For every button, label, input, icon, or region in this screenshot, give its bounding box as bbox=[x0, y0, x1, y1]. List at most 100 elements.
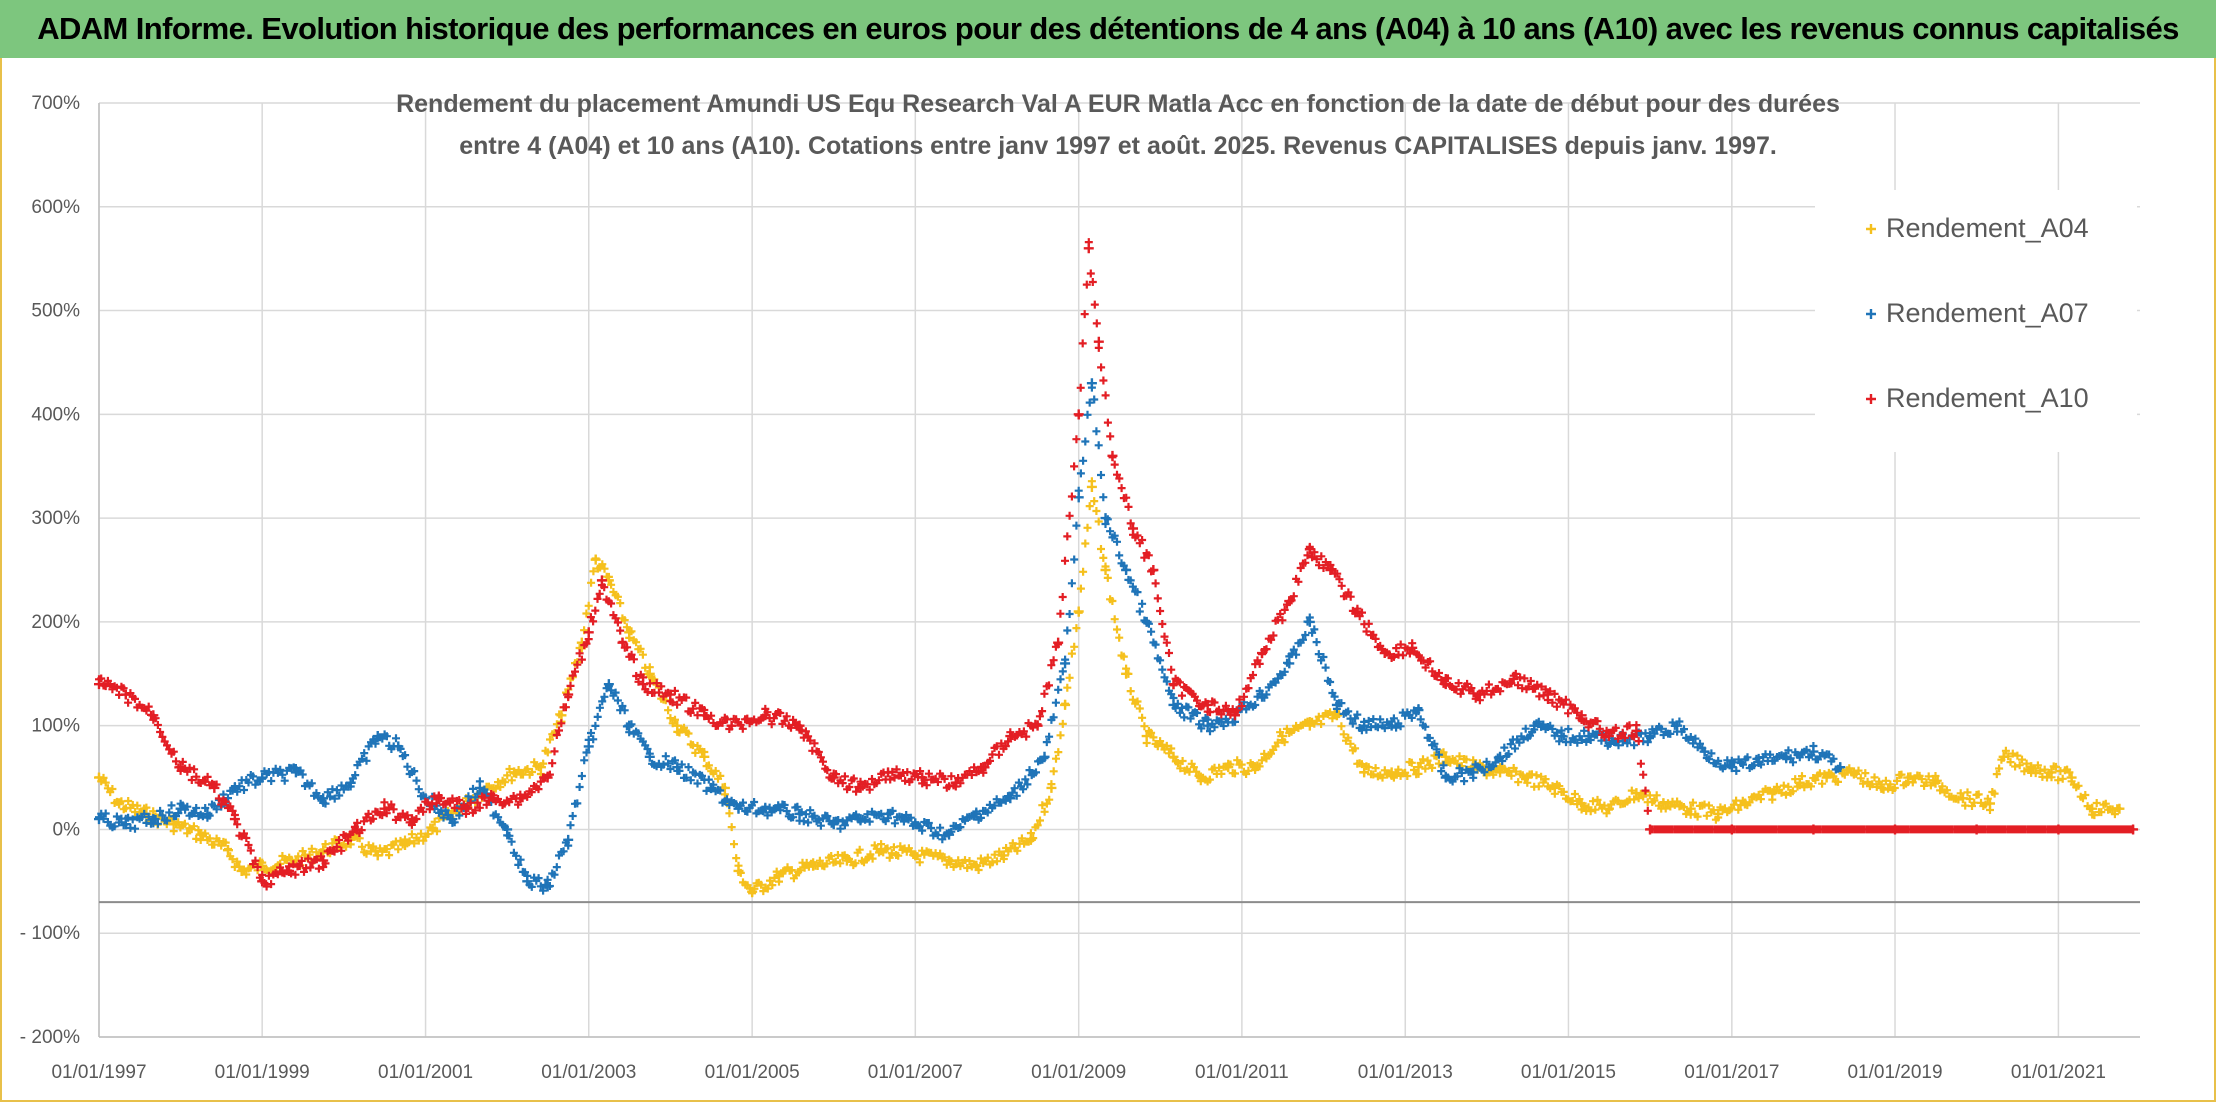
data-point bbox=[719, 782, 730, 793]
data-point bbox=[1753, 756, 1764, 767]
chart-title-line: entre 4 (A04) et 10 ans (A10). Cotations… bbox=[459, 132, 1777, 160]
x-tick-label: 01/01/2007 bbox=[868, 1062, 963, 1083]
data-point bbox=[257, 772, 268, 783]
data-point bbox=[1202, 720, 1213, 731]
data-point bbox=[94, 679, 104, 690]
series-Rendement_A10 bbox=[94, 238, 2139, 891]
data-point bbox=[1699, 746, 1710, 757]
data-point bbox=[1202, 699, 1213, 710]
data-point bbox=[556, 710, 567, 721]
data-point bbox=[1359, 767, 1370, 778]
data-point bbox=[1556, 731, 1567, 742]
data-point bbox=[515, 793, 526, 804]
data-point bbox=[1359, 720, 1370, 731]
data-point bbox=[1603, 731, 1614, 742]
data-point bbox=[1060, 699, 1071, 710]
data-point bbox=[1890, 824, 1901, 835]
data-point bbox=[1522, 772, 1533, 783]
data-point bbox=[148, 710, 159, 721]
data-point bbox=[1229, 710, 1240, 721]
data-point bbox=[583, 741, 594, 752]
data-point bbox=[1331, 699, 1342, 710]
y-tick-label: 600% bbox=[31, 197, 80, 218]
data-point bbox=[1168, 679, 1179, 690]
data-point bbox=[1740, 798, 1751, 809]
data-point bbox=[2026, 762, 2037, 773]
data-point bbox=[1083, 243, 1094, 254]
data-point bbox=[318, 793, 329, 804]
data-point bbox=[318, 855, 329, 866]
data-point bbox=[1713, 808, 1724, 819]
data-point bbox=[794, 720, 805, 731]
x-tick-label: 01/01/1999 bbox=[215, 1062, 310, 1083]
data-point bbox=[1277, 731, 1288, 742]
y-tick-label: 100% bbox=[31, 716, 80, 737]
data-point bbox=[910, 850, 921, 861]
data-point bbox=[1141, 731, 1152, 742]
data-point bbox=[542, 772, 553, 783]
data-point bbox=[229, 814, 240, 825]
data-point bbox=[120, 689, 131, 700]
data-point bbox=[1474, 689, 1485, 700]
data-point bbox=[971, 808, 982, 819]
data-point bbox=[624, 627, 635, 638]
data-point bbox=[1257, 648, 1267, 659]
data-point bbox=[950, 777, 961, 788]
chart-title-line: Rendement du placement Amundi US Equ Res… bbox=[396, 90, 1840, 118]
data-point bbox=[1073, 606, 1084, 617]
data-point bbox=[283, 865, 294, 876]
data-point bbox=[1603, 803, 1614, 814]
data-point bbox=[2087, 803, 2098, 814]
data-point bbox=[1100, 513, 1111, 524]
data-point bbox=[1876, 782, 1887, 793]
data-point bbox=[583, 627, 594, 638]
data-point bbox=[1100, 565, 1111, 575]
y-tick-label: 700% bbox=[31, 93, 80, 114]
data-point bbox=[1407, 642, 1418, 653]
data-point bbox=[971, 860, 982, 871]
data-point bbox=[1985, 798, 1996, 809]
data-point bbox=[699, 710, 710, 721]
data-point bbox=[1005, 731, 1016, 742]
data-point bbox=[1576, 798, 1587, 809]
data-point bbox=[2128, 824, 2139, 835]
data-point bbox=[509, 767, 520, 778]
data-point bbox=[1794, 777, 1805, 788]
data-point bbox=[1495, 767, 1506, 778]
x-tick-label: 01/01/2003 bbox=[541, 1062, 636, 1083]
data-point bbox=[379, 803, 390, 814]
series-Rendement_A07 bbox=[94, 378, 1846, 895]
data-point bbox=[1352, 606, 1363, 617]
data-point bbox=[1168, 699, 1179, 710]
data-point bbox=[1250, 762, 1261, 773]
data-point bbox=[883, 767, 894, 778]
data-point bbox=[726, 720, 737, 731]
data-point bbox=[542, 881, 553, 892]
data-point bbox=[1284, 596, 1295, 607]
data-point bbox=[1468, 767, 1479, 778]
data-point bbox=[876, 845, 887, 856]
series-markers bbox=[95, 477, 2124, 898]
data-point bbox=[372, 850, 383, 861]
data-point bbox=[447, 814, 458, 825]
data-point bbox=[563, 834, 574, 845]
data-point bbox=[1767, 788, 1778, 799]
data-point bbox=[168, 819, 179, 830]
data-point bbox=[1325, 565, 1336, 575]
data-point bbox=[1025, 834, 1036, 845]
data-point bbox=[672, 762, 683, 773]
data-point bbox=[1971, 824, 1982, 835]
x-tick-label: 01/01/1997 bbox=[51, 1062, 146, 1083]
data-point bbox=[1379, 648, 1390, 659]
data-point bbox=[978, 762, 989, 773]
data-point bbox=[1726, 824, 1737, 835]
data-point bbox=[1141, 616, 1152, 627]
data-point bbox=[998, 850, 1009, 861]
data-point bbox=[1542, 689, 1553, 700]
data-point bbox=[1808, 746, 1819, 757]
data-point bbox=[1529, 720, 1540, 731]
series-markers bbox=[95, 383, 1845, 895]
data-point bbox=[1304, 616, 1315, 627]
x-tick-label: 01/01/2001 bbox=[378, 1062, 473, 1083]
data-point bbox=[638, 679, 649, 690]
